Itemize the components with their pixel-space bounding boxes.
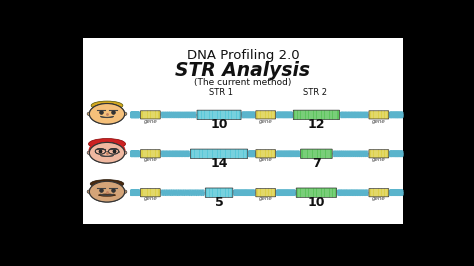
Ellipse shape: [90, 181, 125, 202]
FancyBboxPatch shape: [140, 111, 160, 119]
Text: 12: 12: [308, 118, 325, 131]
Text: STR Analysis: STR Analysis: [175, 61, 310, 80]
Ellipse shape: [98, 194, 116, 197]
Ellipse shape: [90, 103, 125, 124]
Text: gene: gene: [259, 196, 273, 201]
Text: STR 2: STR 2: [302, 88, 327, 97]
Ellipse shape: [87, 151, 91, 155]
Ellipse shape: [92, 106, 102, 116]
FancyBboxPatch shape: [256, 189, 275, 197]
Text: gene: gene: [144, 119, 157, 123]
Text: gene: gene: [144, 196, 157, 201]
Ellipse shape: [122, 112, 127, 115]
Text: gene: gene: [259, 157, 273, 163]
Ellipse shape: [90, 142, 125, 163]
Ellipse shape: [113, 186, 122, 198]
Text: DNA Profiling 2.0: DNA Profiling 2.0: [187, 49, 299, 62]
Ellipse shape: [87, 112, 91, 115]
Text: gene: gene: [372, 119, 386, 123]
FancyBboxPatch shape: [191, 149, 248, 159]
Ellipse shape: [90, 142, 125, 163]
Ellipse shape: [89, 139, 126, 149]
Ellipse shape: [92, 186, 101, 198]
FancyBboxPatch shape: [296, 188, 337, 197]
Text: 7: 7: [312, 157, 321, 170]
Ellipse shape: [90, 181, 125, 202]
FancyBboxPatch shape: [140, 150, 160, 158]
Ellipse shape: [87, 190, 91, 193]
FancyBboxPatch shape: [256, 111, 275, 119]
Ellipse shape: [122, 190, 127, 193]
Text: 10: 10: [308, 196, 325, 209]
Ellipse shape: [122, 151, 127, 155]
Text: gene: gene: [259, 119, 273, 123]
Ellipse shape: [89, 144, 99, 157]
Text: 5: 5: [215, 196, 223, 209]
Text: gene: gene: [144, 157, 157, 163]
FancyBboxPatch shape: [369, 189, 389, 197]
FancyBboxPatch shape: [369, 150, 389, 158]
Text: gene: gene: [372, 157, 386, 163]
Ellipse shape: [91, 101, 123, 110]
FancyBboxPatch shape: [140, 189, 160, 197]
FancyBboxPatch shape: [83, 38, 403, 225]
FancyBboxPatch shape: [205, 188, 233, 197]
Ellipse shape: [90, 103, 125, 124]
Text: (The current method): (The current method): [194, 78, 292, 87]
Text: gene: gene: [372, 196, 386, 201]
Text: STR 1: STR 1: [209, 88, 233, 97]
Ellipse shape: [112, 106, 122, 116]
FancyBboxPatch shape: [197, 110, 241, 120]
Ellipse shape: [98, 194, 116, 197]
Text: 14: 14: [210, 157, 228, 170]
Ellipse shape: [90, 180, 124, 188]
FancyBboxPatch shape: [369, 111, 389, 119]
FancyBboxPatch shape: [301, 149, 332, 159]
FancyBboxPatch shape: [256, 150, 275, 158]
Text: 10: 10: [210, 118, 228, 131]
Ellipse shape: [115, 144, 126, 157]
FancyBboxPatch shape: [293, 110, 339, 120]
